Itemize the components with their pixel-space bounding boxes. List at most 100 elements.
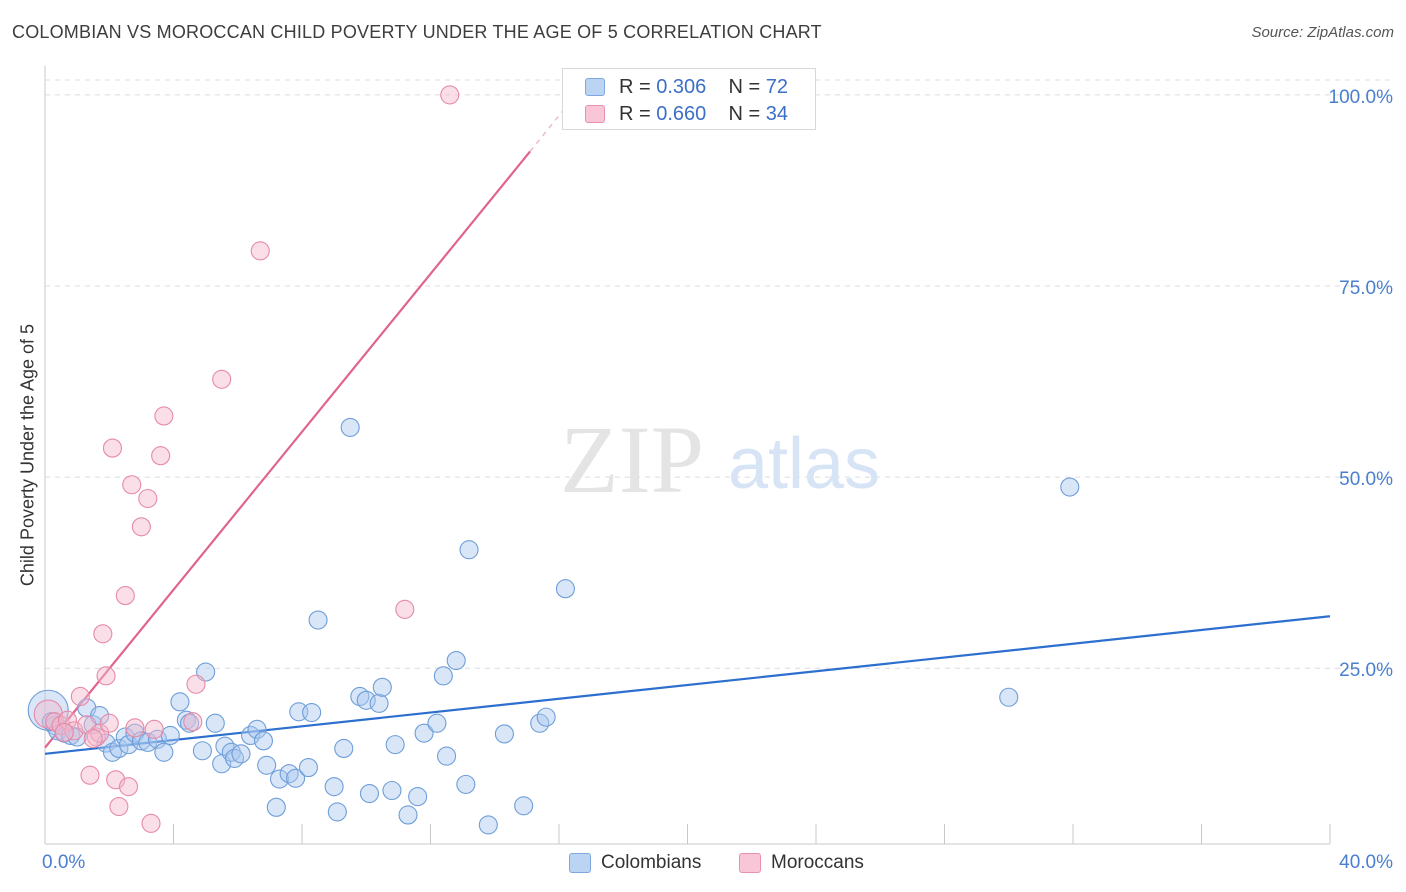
colombians-point — [555, 579, 575, 599]
colombians-point — [118, 735, 139, 755]
series-swatch-colombians — [569, 853, 591, 873]
series-swatch-moroccans — [739, 853, 761, 873]
colombians-point — [372, 677, 392, 697]
y-tick-label-25: 25.0% — [1339, 660, 1393, 681]
moroccans-point — [125, 718, 145, 738]
colombians-point — [269, 769, 290, 789]
chart-source: Source: ZipAtlas.com — [1251, 24, 1394, 41]
colombians-point — [369, 693, 389, 713]
colombians-point — [327, 802, 347, 822]
colombians-point — [298, 758, 318, 778]
legend-swatch-moroccans — [585, 105, 605, 123]
moroccans-point — [154, 406, 174, 426]
moroccans-point — [151, 446, 171, 466]
moroccans-point — [141, 813, 161, 833]
moroccans-points — [33, 85, 460, 833]
x-tick-label-max: 40.0% — [1339, 852, 1393, 873]
colombians-points — [27, 417, 1080, 835]
y-axis-label: Child Poverty Under the Age of 5 — [17, 323, 38, 587]
legend-r-label: R = — [619, 103, 657, 125]
moroccans-point — [99, 713, 119, 733]
moroccans-point — [212, 369, 232, 389]
legend-n-value: 34 — [765, 103, 789, 125]
moroccans-point — [395, 599, 415, 619]
colombians-point — [414, 723, 434, 743]
colombians-point — [456, 774, 476, 794]
moroccans-point — [70, 686, 90, 707]
colombians-point — [446, 651, 466, 671]
colombians-point — [459, 540, 479, 560]
colombians-point — [247, 719, 267, 739]
colombians-point — [494, 724, 514, 744]
watermark: ZIP atlas — [560, 406, 880, 513]
colombians-point — [231, 744, 251, 764]
colombians-point — [109, 738, 129, 759]
moroccans-point — [86, 727, 106, 747]
colombians-point — [999, 687, 1019, 707]
legend-text-colombians: R = 0.306 N = 72 — [619, 76, 788, 99]
watermark-atlas: atlas — [728, 424, 880, 504]
colombians-point — [382, 780, 402, 801]
x-tick-label-min: 0.0% — [42, 852, 86, 873]
legend-n-label: N = — [728, 76, 766, 98]
colombians-point — [205, 713, 225, 733]
series-label-colombians: Colombians — [601, 852, 702, 873]
y-tick-label-100: 100.0% — [1328, 87, 1393, 108]
colombians-point — [125, 723, 145, 743]
colombians-point — [359, 784, 380, 804]
colombians-point — [302, 702, 322, 723]
legend-r-value: 0.306 — [656, 76, 707, 98]
moroccans-point — [138, 488, 158, 509]
moroccans-point — [250, 241, 270, 261]
moroccans-point — [186, 674, 206, 694]
colombians-point — [427, 713, 447, 733]
moroccans-point — [54, 722, 74, 742]
colombians-point — [340, 417, 360, 437]
axes — [44, 66, 1331, 845]
moroccans-trendline — [44, 150, 531, 749]
legend-n-value: 72 — [765, 76, 789, 98]
colombians-point — [160, 725, 180, 746]
moroccans-point — [118, 777, 139, 797]
chart-title: COLOMBIAN VS MOROCCAN CHILD POVERTY UNDE… — [12, 22, 822, 42]
moroccans-point — [57, 710, 78, 730]
moroccans-point — [131, 517, 151, 537]
colombians-point — [514, 796, 534, 816]
legend-text-moroccans: R = 0.660 N = 34 — [619, 103, 788, 126]
moroccans-point — [102, 438, 123, 458]
series-label-moroccans: Moroccans — [771, 852, 864, 873]
colombians-point — [170, 692, 190, 712]
colombians-trendline — [44, 615, 1331, 755]
moroccans-point — [83, 728, 103, 749]
moroccans-point — [183, 712, 203, 732]
legend-r-label: R = — [619, 76, 657, 98]
moroccans-point — [90, 723, 110, 743]
colombians-point — [266, 797, 286, 817]
moroccans-point — [93, 624, 113, 644]
colombians-point — [180, 713, 200, 733]
colombians-point — [433, 666, 453, 686]
colombians-point — [324, 777, 344, 797]
moroccans-point — [115, 586, 135, 606]
colombians-point — [478, 815, 498, 835]
moroccans-point — [122, 475, 142, 495]
colombians-point — [536, 707, 556, 727]
y-tick-label-75: 75.0% — [1339, 278, 1393, 299]
y-tick-label-50: 50.0% — [1339, 469, 1393, 490]
colombians-point — [192, 741, 212, 761]
moroccans-point — [109, 796, 129, 817]
legend-swatch-colombians — [585, 78, 605, 96]
colombians-point — [253, 731, 274, 751]
legend-n-label: N = — [728, 103, 766, 125]
colombians-point — [257, 755, 277, 775]
moroccans-point — [96, 666, 116, 686]
colombians-point — [221, 742, 241, 762]
moroccans-point — [144, 719, 164, 739]
colombians-point — [154, 742, 174, 762]
moroccans-point — [80, 765, 100, 785]
colombians-point — [408, 787, 428, 807]
watermark-zip: ZIP — [560, 406, 704, 513]
gridlines — [45, 79, 1392, 669]
moroccans-point — [440, 85, 460, 105]
